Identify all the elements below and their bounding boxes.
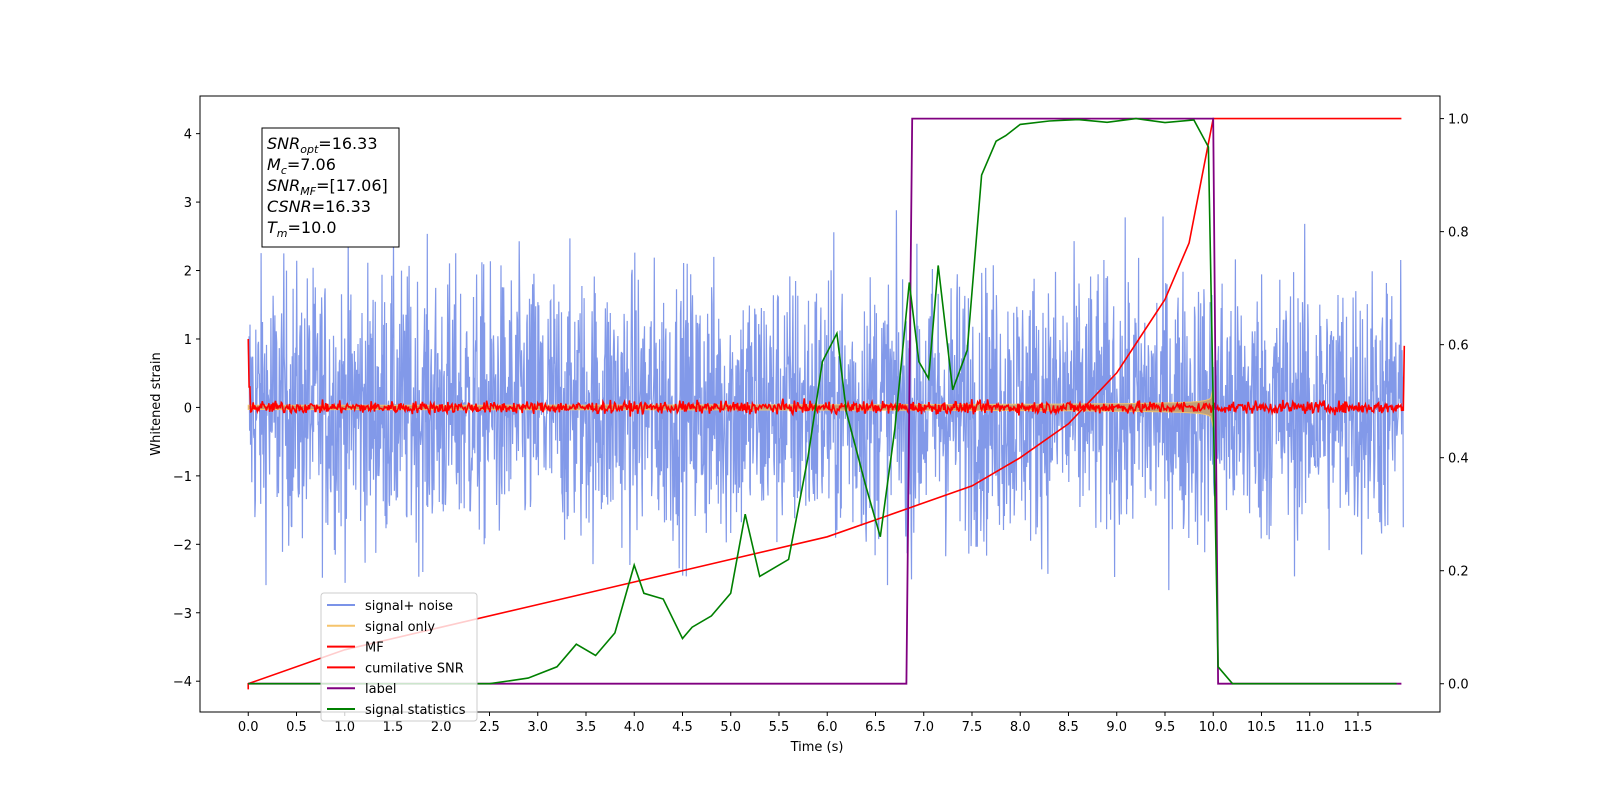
- y2-tick-label: 0.6: [1448, 339, 1469, 354]
- annotation-line: Tm=10.0: [267, 218, 337, 240]
- y2-tick-label: 0.0: [1448, 678, 1469, 693]
- series-signal-noise-line: [247, 210, 1404, 591]
- y-tick-label: 2: [184, 265, 192, 280]
- x-tick-label: 9.5: [1155, 720, 1176, 735]
- x-tick-label: 7.0: [913, 720, 934, 735]
- x-tick-label: 4.0: [624, 720, 645, 735]
- series-signal-statistics-line: [248, 117, 1397, 685]
- y-tick-label: −1: [173, 470, 192, 485]
- y-axis-right: 0.0 0.2 0.4 0.6 0.8 1.0: [1440, 113, 1469, 693]
- x-tick-label: 1.0: [334, 720, 355, 735]
- x-tick-label: 6.5: [865, 720, 886, 735]
- x-tick-label: 9.0: [1106, 720, 1127, 735]
- y-tick-label: −4: [173, 675, 192, 690]
- x-tick-label: 10.0: [1199, 720, 1228, 735]
- y-tick-label: −2: [173, 538, 192, 553]
- x-tick-label: 1.5: [383, 720, 404, 735]
- x-tick-label: 5.0: [720, 720, 741, 735]
- y2-tick-label: 0.4: [1448, 452, 1469, 467]
- y-tick-label: −3: [173, 607, 192, 622]
- y-tick-label: 4: [184, 128, 192, 143]
- x-tick-label: 10.5: [1247, 720, 1276, 735]
- y-tick-label: 1: [184, 333, 192, 348]
- legend-label: MF: [365, 641, 384, 656]
- x-tick-label: 5.5: [769, 720, 790, 735]
- y-tick-label: 0: [184, 401, 192, 416]
- stats-annotation-box: SNRopt=16.33Mc=7.06SNRMF=[17.06]CSNR=16.…: [261, 127, 400, 248]
- x-tick-label: 8.5: [1058, 720, 1079, 735]
- y-tick-label: 3: [184, 196, 192, 211]
- x-axis-label: Time (s): [790, 740, 844, 755]
- annotation-line: CSNR=16.33: [267, 197, 371, 216]
- annotation-frame: [261, 127, 400, 248]
- y-axis-label: Whitened strain: [149, 352, 164, 455]
- annotation-line: SNRMF=[17.06]: [267, 176, 388, 198]
- plot-frame: [199, 95, 1441, 713]
- x-tick-label: 4.5: [672, 720, 693, 735]
- legend-label: signal+ noise: [365, 599, 453, 614]
- legend-label: label: [365, 682, 396, 697]
- x-tick-label: 8.0: [1010, 720, 1031, 735]
- x-tick-label: 7.5: [962, 720, 983, 735]
- y2-tick-label: 1.0: [1448, 113, 1469, 128]
- annotation-line: Mc=7.06: [267, 155, 336, 177]
- legend-label: signal statistics: [365, 703, 466, 718]
- x-tick-label: 0.0: [238, 720, 259, 735]
- annotation-line: SNRopt=16.33: [267, 134, 378, 156]
- x-axis: 0.0 0.5 1.0 1.5 2.0 2.5 3.0 3.5 4.0 4.5 5.0 5.5 6.0 6…: [238, 712, 1373, 735]
- legend-label: cumilative SNR: [365, 661, 464, 676]
- y2-tick-label: 0.8: [1448, 226, 1469, 241]
- x-tick-label: 6.0: [817, 720, 838, 735]
- x-tick-label: 11.0: [1295, 720, 1324, 735]
- x-tick-label: 2.0: [431, 720, 452, 735]
- plot-area: [247, 117, 1406, 690]
- legend: signal+ noise signal only MF cumilative SNR…: [320, 592, 478, 722]
- legend-frame: [320, 592, 478, 722]
- legend-label: signal only: [365, 620, 435, 635]
- x-tick-label: 2.5: [479, 720, 500, 735]
- x-tick-label: 3.5: [576, 720, 597, 735]
- x-tick-label: 11.5: [1344, 720, 1373, 735]
- y2-tick-label: 0.2: [1448, 565, 1469, 580]
- y-axis-left: −4 −3 −2 −1 0 1 2 3 4: [173, 128, 200, 690]
- x-tick-label: 3.0: [527, 720, 548, 735]
- x-tick-label: 0.5: [286, 720, 307, 735]
- series-mf-line: [247, 338, 1406, 417]
